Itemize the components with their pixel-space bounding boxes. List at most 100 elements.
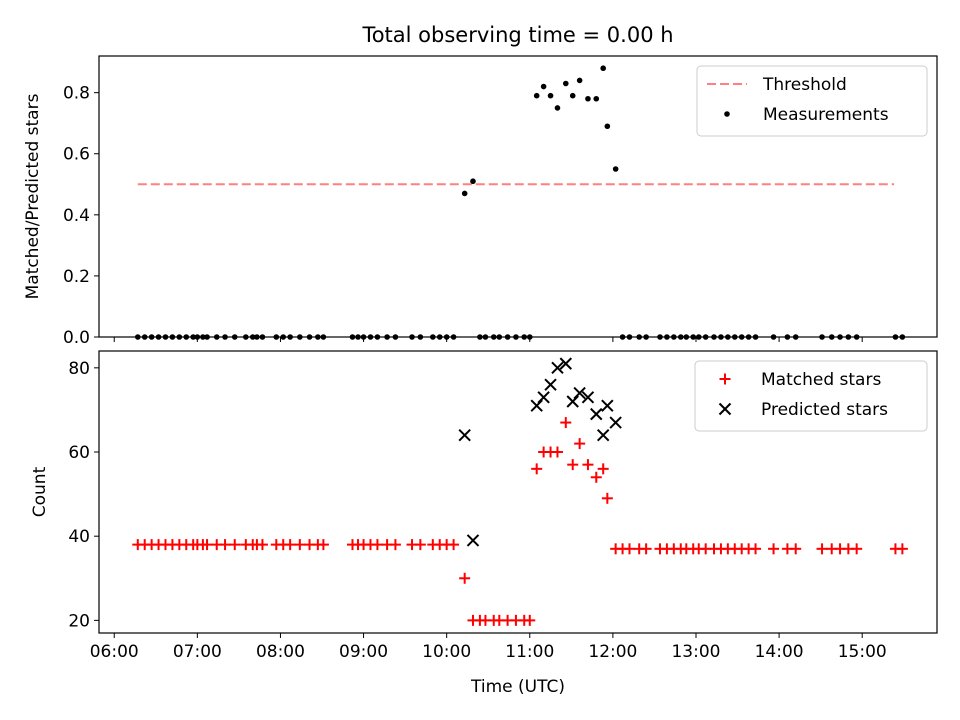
- measurement-point: [792, 334, 799, 340]
- y-tick-label: 80: [68, 359, 90, 379]
- y-tick-label: 0.0: [63, 328, 90, 348]
- measurement-point: [392, 334, 399, 340]
- matched-star-point: [574, 438, 586, 450]
- measurement-point: [360, 334, 367, 340]
- chart-title: Total observing time = 0.00 h: [361, 23, 673, 47]
- measurement-point: [671, 334, 677, 340]
- measurement-point: [231, 334, 238, 340]
- measurement-point: [562, 80, 569, 87]
- matched-star-point: [640, 543, 652, 555]
- y-tick-label: 60: [68, 443, 90, 463]
- measurement-point: [585, 95, 591, 102]
- measurement-point: [222, 334, 228, 340]
- measurement-point: [770, 334, 777, 340]
- measurement-point: [162, 334, 169, 340]
- measurement-point: [845, 334, 852, 340]
- measurement-point: [724, 111, 730, 117]
- x-tick-label: 08:00: [256, 642, 305, 662]
- legend: Matched stars Predicted stars: [694, 360, 928, 432]
- measurement-point: [626, 334, 633, 340]
- measurement-point: [738, 334, 745, 340]
- predicted-star-point: [601, 399, 614, 412]
- y-tick-label: 0.4: [63, 206, 90, 226]
- bottom-panel: 20 40 60 80 06:00 07:00 08:00 09:00 10:00 11:00 12…: [30, 350, 938, 697]
- measurement-point: [690, 334, 697, 340]
- matched-star-point: [524, 614, 536, 626]
- measurement-point: [461, 190, 468, 197]
- x-b: [530, 399, 543, 412]
- x-b: [601, 399, 614, 412]
- x-tick-label: 07:00: [173, 642, 222, 662]
- measurement-point: [287, 334, 293, 340]
- matched-star-point: [597, 463, 609, 475]
- measurement-point: [752, 334, 759, 340]
- measurement-point: [141, 334, 148, 340]
- y-tick-label: 20: [68, 611, 90, 631]
- predicted-star-point: [596, 428, 610, 442]
- matched-star-point: [229, 539, 241, 551]
- x-b: [537, 391, 550, 404]
- x-b: [466, 534, 480, 547]
- x-b: [544, 378, 557, 391]
- matched-star-point: [201, 539, 213, 551]
- matched-star-point: [750, 543, 762, 555]
- measurement-point: [612, 166, 619, 172]
- predicted-star-point: [581, 391, 595, 404]
- measurement-point: [194, 334, 201, 340]
- x-tick-label: 10:00: [422, 642, 471, 662]
- x-b: [718, 402, 732, 416]
- predicted-star-point: [559, 357, 572, 370]
- matched-star-point: [719, 373, 731, 385]
- measurement-point: [259, 334, 266, 340]
- predicted-star-point: [718, 402, 732, 416]
- x-b: [458, 428, 471, 442]
- measurement-point: [190, 334, 196, 340]
- measurement-point: [892, 334, 899, 340]
- axes-frame: [98, 350, 938, 634]
- measurement-point: [355, 334, 361, 340]
- matched-star-point: [551, 446, 563, 458]
- matched-star-point: [590, 471, 602, 483]
- measurement-point: [155, 334, 162, 340]
- measurement-point: [600, 65, 606, 72]
- x-b: [596, 428, 610, 442]
- matched-star-point: [371, 539, 383, 551]
- matched-star-point: [567, 459, 579, 471]
- legend-label: Threshold: [762, 75, 847, 95]
- x-b: [551, 361, 564, 375]
- x-tick-label: 15:00: [838, 642, 887, 662]
- measurement-point: [533, 92, 540, 99]
- measurement-point: [521, 334, 528, 340]
- predicted-star-point: [566, 395, 579, 408]
- measurement-point: [540, 83, 547, 90]
- x-b: [590, 407, 603, 421]
- predicted-star-point: [458, 428, 471, 442]
- measurement-point: [148, 334, 155, 340]
- legend-box: [694, 360, 928, 432]
- measurement-point: [677, 334, 684, 340]
- measurement-point: [470, 178, 476, 185]
- legend: Threshold Measurements: [696, 65, 928, 137]
- measurement-point: [176, 334, 183, 340]
- top-panel: 0.0 0.2 0.4 0.6 0.8 Matched/Predicted stars Th…: [23, 55, 938, 348]
- matched-star-point: [896, 543, 908, 555]
- measurement-point: [899, 334, 906, 340]
- predicted-star-point: [590, 407, 603, 421]
- legend-box: [696, 65, 928, 137]
- predicted-star-point: [466, 534, 480, 547]
- measurement-point: [643, 334, 649, 340]
- measurement-point: [504, 334, 511, 340]
- matched-star-point: [601, 492, 613, 504]
- measurement-point: [297, 334, 303, 340]
- predicted-star-point: [609, 416, 622, 429]
- measurement-point: [436, 334, 443, 340]
- measurement-point: [745, 334, 752, 340]
- measurement-point: [349, 334, 356, 340]
- measurement-point: [657, 334, 663, 340]
- matched-star-point: [851, 543, 863, 555]
- predicted-star-point: [530, 399, 543, 412]
- matched-star-point: [790, 543, 802, 555]
- measurement-point: [204, 334, 210, 340]
- y-axis-label: Matched/Predicted stars: [23, 93, 43, 299]
